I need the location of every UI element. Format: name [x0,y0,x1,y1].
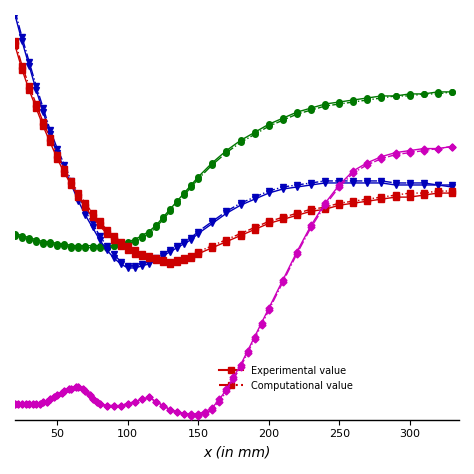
Legend: Experimental value, Computational value: Experimental value, Computational value [215,362,356,395]
X-axis label: x (in mm): x (in mm) [203,445,271,459]
